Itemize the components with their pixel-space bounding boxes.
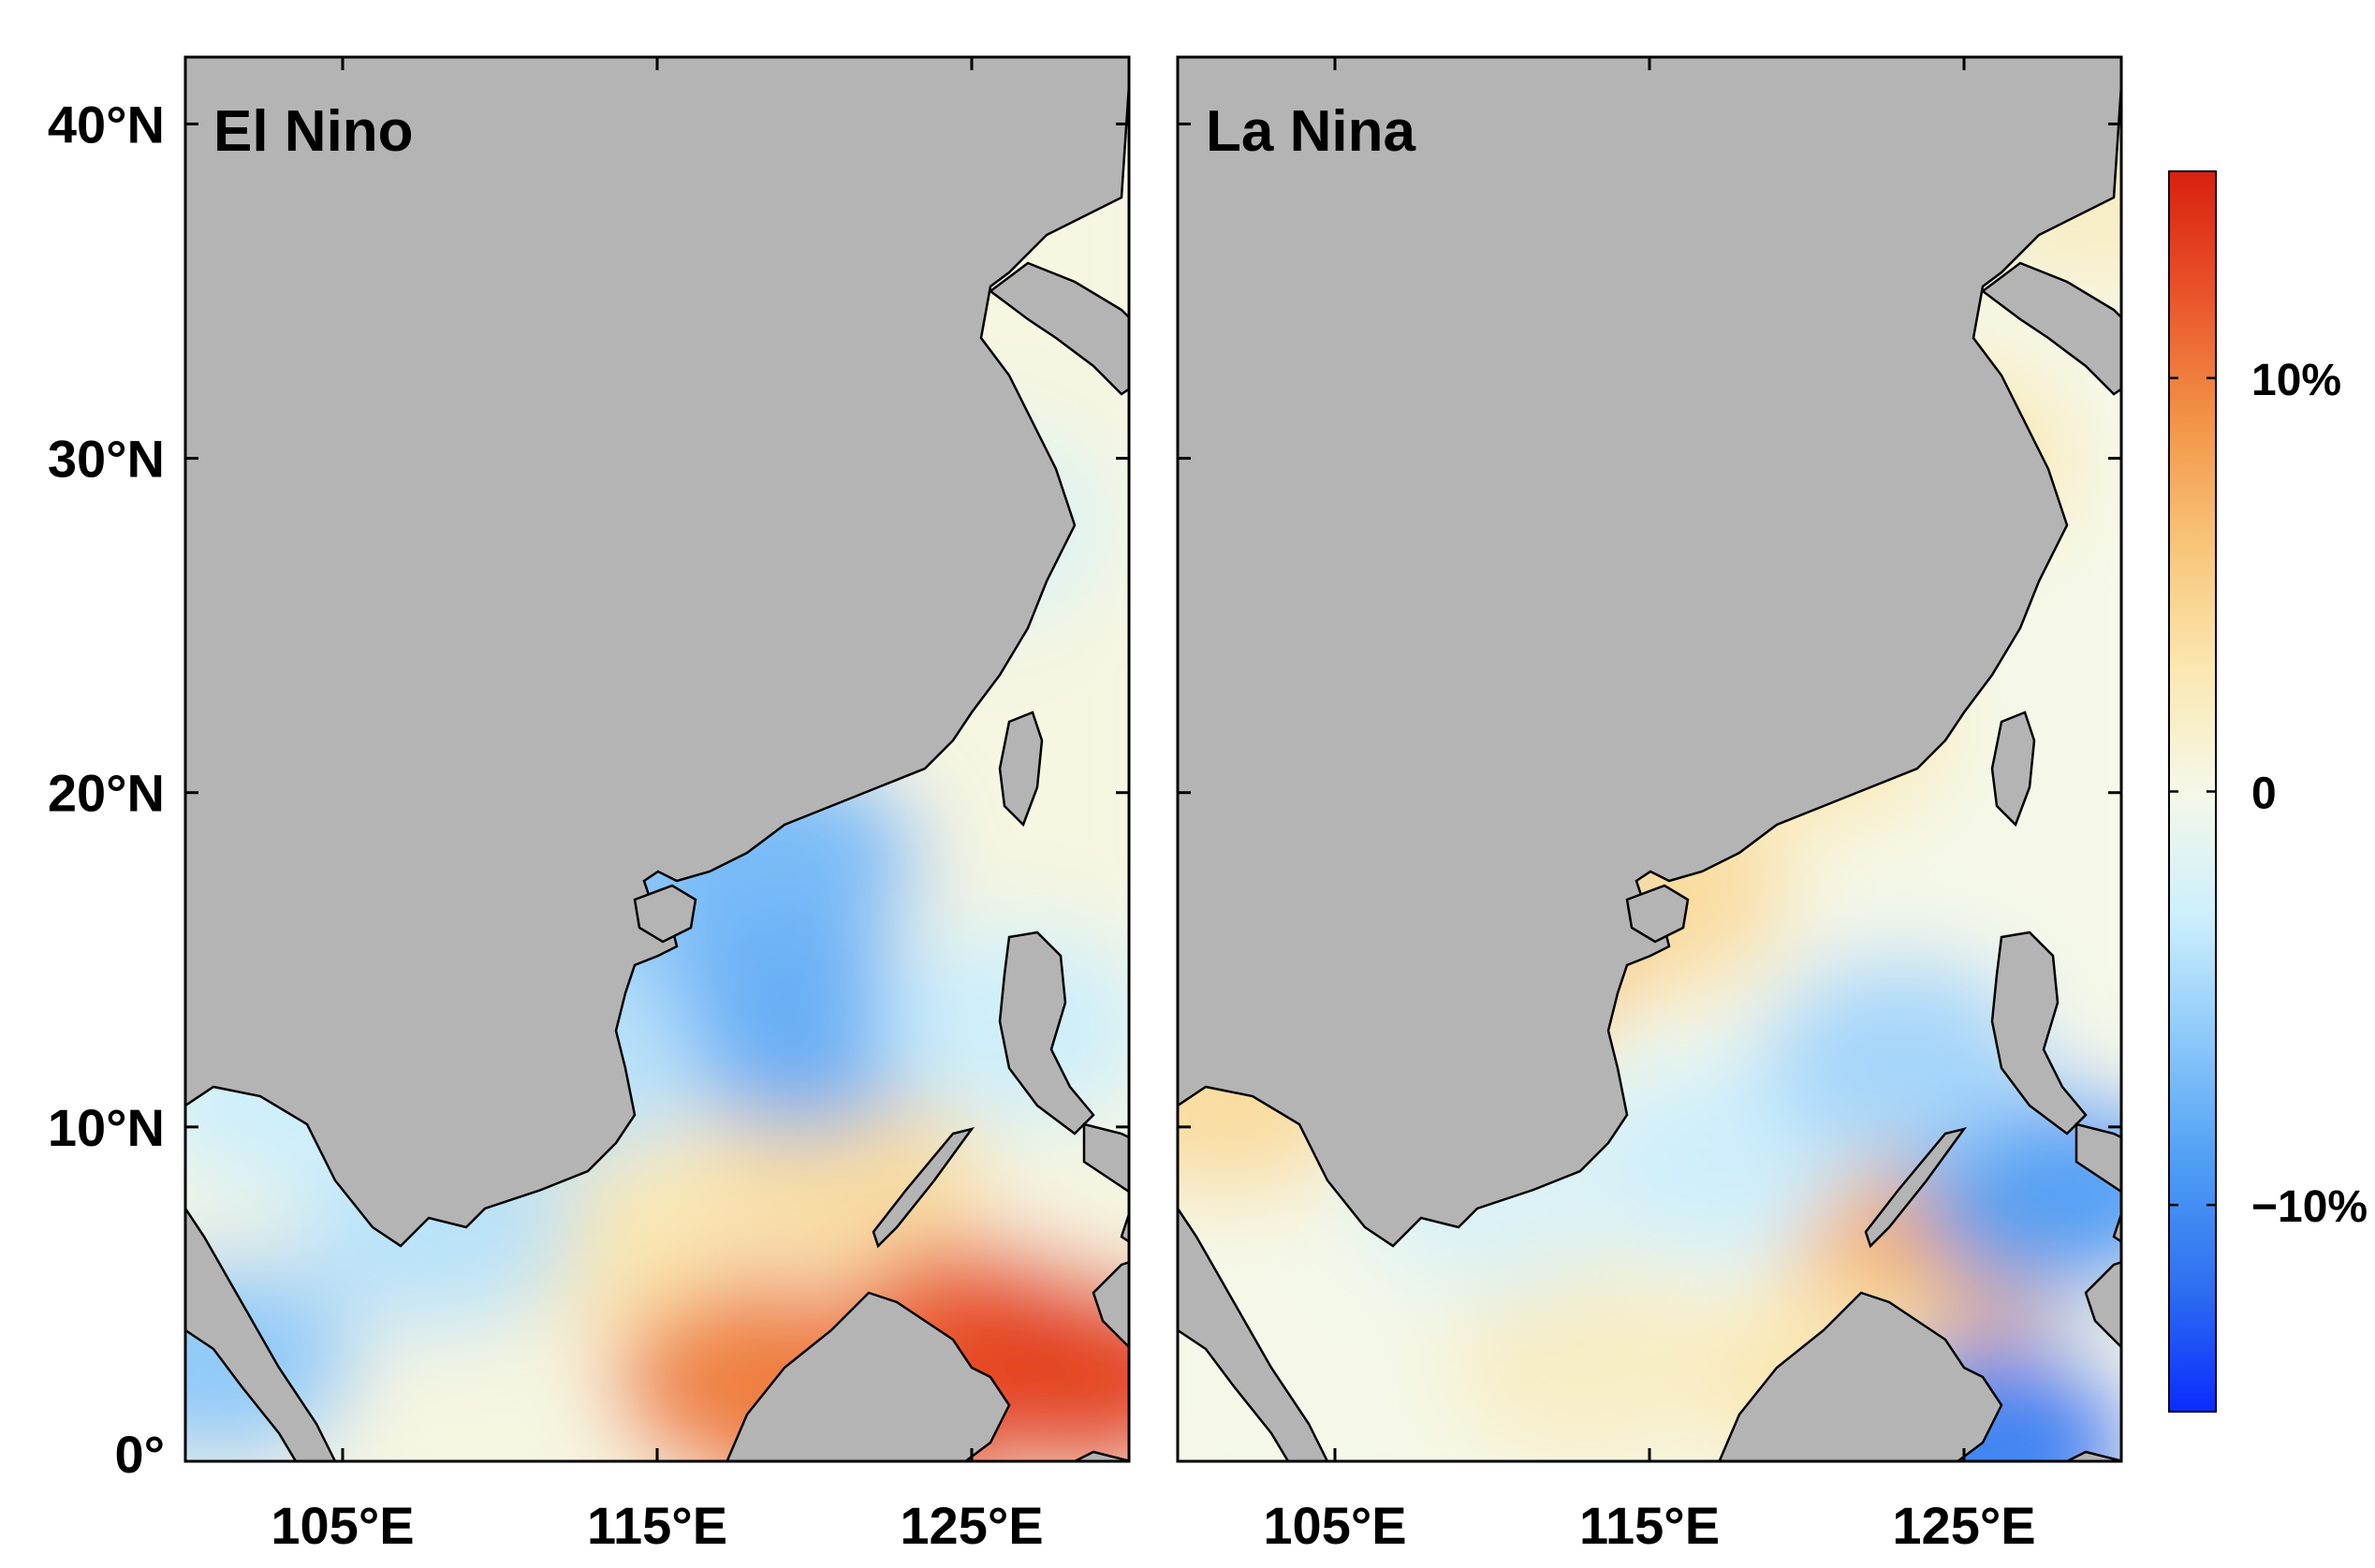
y-tick-label: 20°N	[48, 764, 165, 823]
map-panel-el-nino	[185, 57, 1129, 1461]
anomaly-spot	[658, 923, 940, 1130]
x-tick-label: 105°E	[1263, 1496, 1406, 1555]
panel-ticks	[1178, 57, 2121, 1463]
y-tick-label: 0°	[114, 1425, 165, 1484]
map-panel-la-nina	[1178, 57, 2121, 1461]
y-tick-label: 10°N	[48, 1098, 165, 1157]
panel-label: La Nina	[1206, 99, 1415, 164]
colorbar-tick-label: 0	[2251, 769, 2277, 819]
x-tick-label: 105°E	[271, 1496, 414, 1555]
panel-ticks	[185, 57, 1129, 1463]
anomaly-spot	[1445, 1257, 1727, 1461]
y-tick-label: 30°N	[48, 430, 165, 489]
x-axis-right: 105°E 115°E 125°E	[1263, 1496, 2035, 1555]
x-axis-left: 105°E 115°E 125°E	[271, 1496, 1043, 1555]
y-axis: 0° 10°N 20°N 30°N 40°N	[48, 95, 165, 1484]
colorbar-tick-label: −10%	[2251, 1182, 2368, 1232]
x-tick-label: 125°E	[1892, 1496, 2035, 1555]
x-tick-label: 115°E	[1579, 1496, 1720, 1555]
x-tick-label: 125°E	[900, 1496, 1043, 1555]
colorbar: 10% 0 −10%	[2168, 170, 2368, 1413]
y-tick-label: 40°N	[48, 95, 165, 154]
panel-label: El Nino	[213, 99, 414, 164]
anomaly-spot	[1760, 957, 2042, 1164]
colorbar-tick-label: 10%	[2251, 356, 2341, 405]
x-tick-label: 115°E	[587, 1496, 727, 1555]
